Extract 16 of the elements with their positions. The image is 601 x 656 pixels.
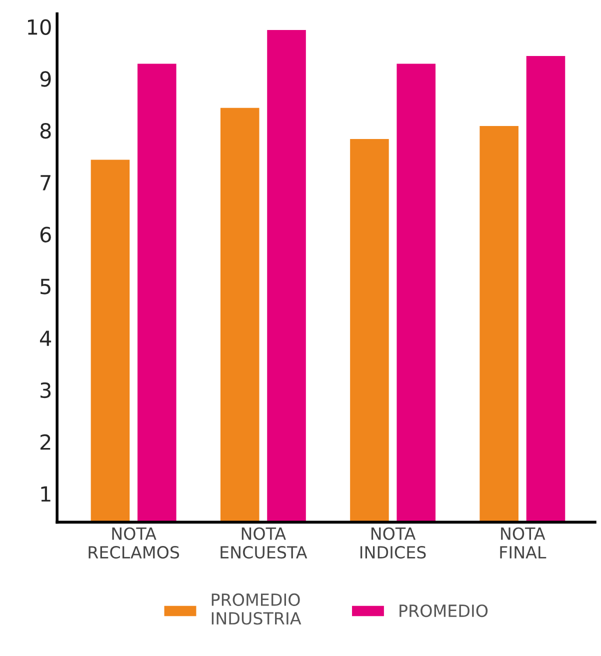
y-tick-label: 3: [40, 382, 51, 398]
y-tick-label: 6: [40, 226, 51, 242]
x-tick-label: NOTA RECLAMOS: [88, 527, 180, 559]
x-tick-label: NOTA ENCUESTA: [220, 527, 308, 559]
x-tick-label: NOTA INDICES: [360, 527, 426, 559]
y-tick-label: 5: [40, 278, 50, 294]
y-tick-label: 4: [40, 330, 52, 346]
y-tick-label: 7: [40, 175, 50, 190]
y-tick-label: 9: [40, 71, 51, 87]
x-tick-label: NOTA FINAL: [500, 527, 546, 558]
y-tick-label: 2: [40, 434, 50, 450]
y-tick-label: 8: [40, 122, 51, 139]
legend-label: PROMEDIO: [400, 604, 488, 618]
y-tick-label: 1: [41, 486, 50, 502]
legend-label: PROMEDIO INDUSTRIA: [212, 593, 302, 625]
y-tick-label: 10: [28, 19, 51, 35]
